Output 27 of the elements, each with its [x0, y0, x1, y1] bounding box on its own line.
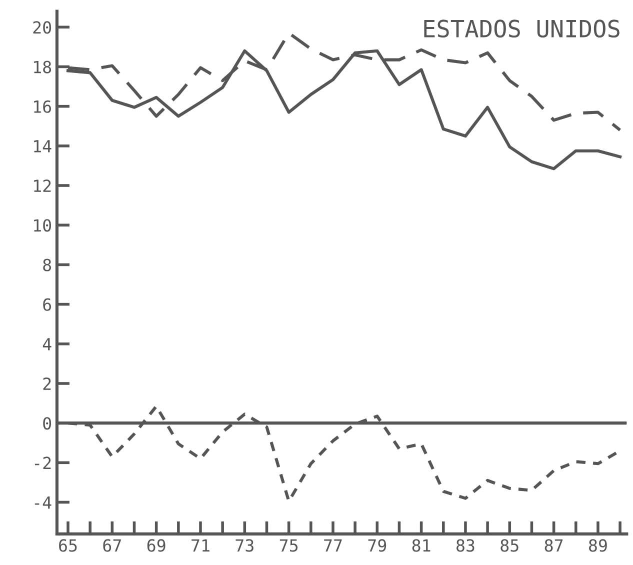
x-tick-label: 73 — [236, 539, 254, 552]
y-tick-label: 18 — [34, 60, 52, 74]
x-tick-label: 81 — [412, 539, 430, 552]
y-tick-label: 20 — [33, 21, 52, 34]
x-tick-label: 87 — [544, 539, 563, 552]
y-tick-label: 0 — [43, 417, 52, 430]
y-tick-label: -2 — [34, 456, 51, 470]
y-tick-label: 14 — [34, 140, 52, 152]
x-tick-label: 65 — [59, 539, 77, 552]
x-tick-label: 77 — [324, 539, 342, 552]
y-tick-label: -4 — [34, 496, 52, 509]
x-tick-label: 67 — [103, 539, 121, 552]
x-tick-label: 71 — [192, 539, 210, 552]
x-tick-label: 75 — [280, 539, 298, 552]
y-tick-label: 6 — [43, 298, 52, 311]
y-tick-label: 4 — [42, 338, 52, 350]
y-tick-label: 10 — [34, 219, 52, 232]
x-tick-label: 79 — [368, 539, 386, 552]
x-tick-label: 83 — [456, 539, 474, 552]
y-tick-label: 16 — [34, 100, 52, 113]
y-tick-label: 12 — [34, 180, 51, 192]
y-tick-label: 2 — [43, 377, 51, 390]
x-tick-label: 69 — [147, 539, 166, 552]
chart-title: ESTADOS UNIDOS — [424, 20, 620, 38]
x-tick-label: 85 — [500, 539, 518, 552]
y-tick-label: 8 — [43, 258, 52, 272]
x-tick-label: 89 — [588, 539, 607, 552]
